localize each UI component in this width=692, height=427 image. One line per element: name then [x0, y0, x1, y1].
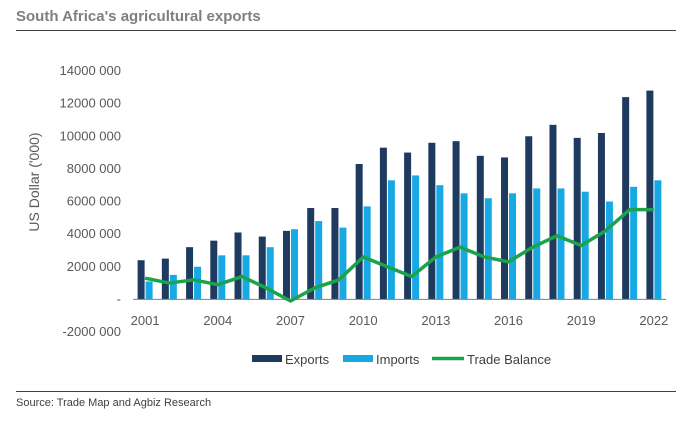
bar-imports-2015 — [484, 198, 492, 300]
source-divider — [16, 391, 676, 392]
y-tick-label: -2000 000 — [62, 324, 121, 339]
bar-exports-2013 — [428, 142, 436, 300]
bar-exports-2020 — [597, 132, 605, 300]
bar-imports-2006 — [266, 247, 274, 300]
bar-imports-2022 — [654, 180, 662, 300]
bar-imports-2019 — [581, 191, 589, 300]
bar-exports-2011 — [379, 147, 387, 300]
x-tick-label: 2019 — [567, 313, 596, 328]
bar-imports-2016 — [509, 193, 517, 300]
bar-imports-2012 — [412, 175, 420, 300]
chart-title: South Africa's agricultural exports — [16, 8, 261, 25]
legend-swatch-exports — [252, 355, 282, 362]
y-tick-label: - — [117, 291, 121, 306]
line-trade-balance — [144, 207, 654, 303]
bar-imports-2009 — [339, 227, 347, 300]
y-tick-label: 2000 000 — [67, 259, 121, 274]
bar-exports-2001 — [137, 260, 145, 300]
bar-exports-2002 — [161, 258, 169, 300]
bar-imports-2008 — [315, 221, 323, 300]
bar-imports-2014 — [460, 193, 468, 300]
bar-imports-2003 — [194, 266, 202, 300]
y-tick-label: 12000 000 — [60, 96, 121, 111]
y-tick-label: 8000 000 — [67, 161, 121, 176]
y-tick-label: 10000 000 — [60, 128, 121, 143]
source-note: Source: Trade Map and Agbiz Research — [16, 397, 212, 409]
legend-label-imports: Imports — [376, 352, 420, 367]
legend-label-trade-balance: Trade Balance — [467, 352, 551, 367]
legend-label-exports: Exports — [285, 352, 330, 367]
bar-exports-2022 — [646, 90, 654, 300]
title-divider — [16, 30, 676, 31]
chart: US Dollar ('000) -2000 000-2000 0004000 … — [26, 63, 668, 367]
bar-exports-2004 — [210, 240, 218, 300]
bar-exports-2008 — [307, 208, 315, 300]
bar-exports-2007 — [282, 230, 290, 300]
x-tick-label: 2001 — [131, 313, 160, 328]
bar-exports-2003 — [186, 247, 194, 300]
bar-imports-2002 — [169, 274, 177, 300]
bar-exports-2017 — [525, 136, 533, 300]
y-tick-label: 4000 000 — [67, 226, 121, 241]
bar-imports-2010 — [363, 206, 371, 300]
bar-exports-2018 — [549, 124, 557, 300]
bar-exports-2009 — [331, 208, 339, 300]
legend-swatch-imports — [343, 355, 373, 362]
bar-exports-2006 — [258, 236, 266, 300]
bar-exports-2005 — [234, 232, 242, 300]
bar-exports-2021 — [622, 97, 630, 300]
bar-imports-2013 — [436, 185, 444, 300]
bar-exports-2015 — [476, 155, 484, 300]
bar-exports-2012 — [404, 152, 412, 300]
bar-imports-2018 — [557, 188, 565, 300]
x-tick-label: 2007 — [276, 313, 305, 328]
y-tick-label: 14000 000 — [60, 63, 121, 78]
bar-imports-2001 — [145, 281, 153, 300]
x-tick-label: 2022 — [639, 313, 668, 328]
bar-imports-2020 — [605, 201, 613, 300]
bar-exports-2019 — [573, 137, 581, 300]
bar-exports-2014 — [452, 141, 460, 300]
x-tick-label: 2016 — [494, 313, 523, 328]
bar-exports-2010 — [355, 163, 363, 300]
y-axis-label: US Dollar ('000) — [26, 132, 42, 231]
y-tick-label: 6000 000 — [67, 194, 121, 209]
x-tick-label: 2004 — [203, 313, 232, 328]
bar-imports-2007 — [290, 229, 298, 300]
bar-exports-2016 — [501, 157, 509, 300]
x-tick-label: 2010 — [349, 313, 378, 328]
bar-imports-2021 — [630, 186, 638, 300]
x-tick-label: 2013 — [421, 313, 450, 328]
bar-imports-2011 — [387, 180, 395, 300]
bar-imports-2004 — [218, 255, 226, 300]
